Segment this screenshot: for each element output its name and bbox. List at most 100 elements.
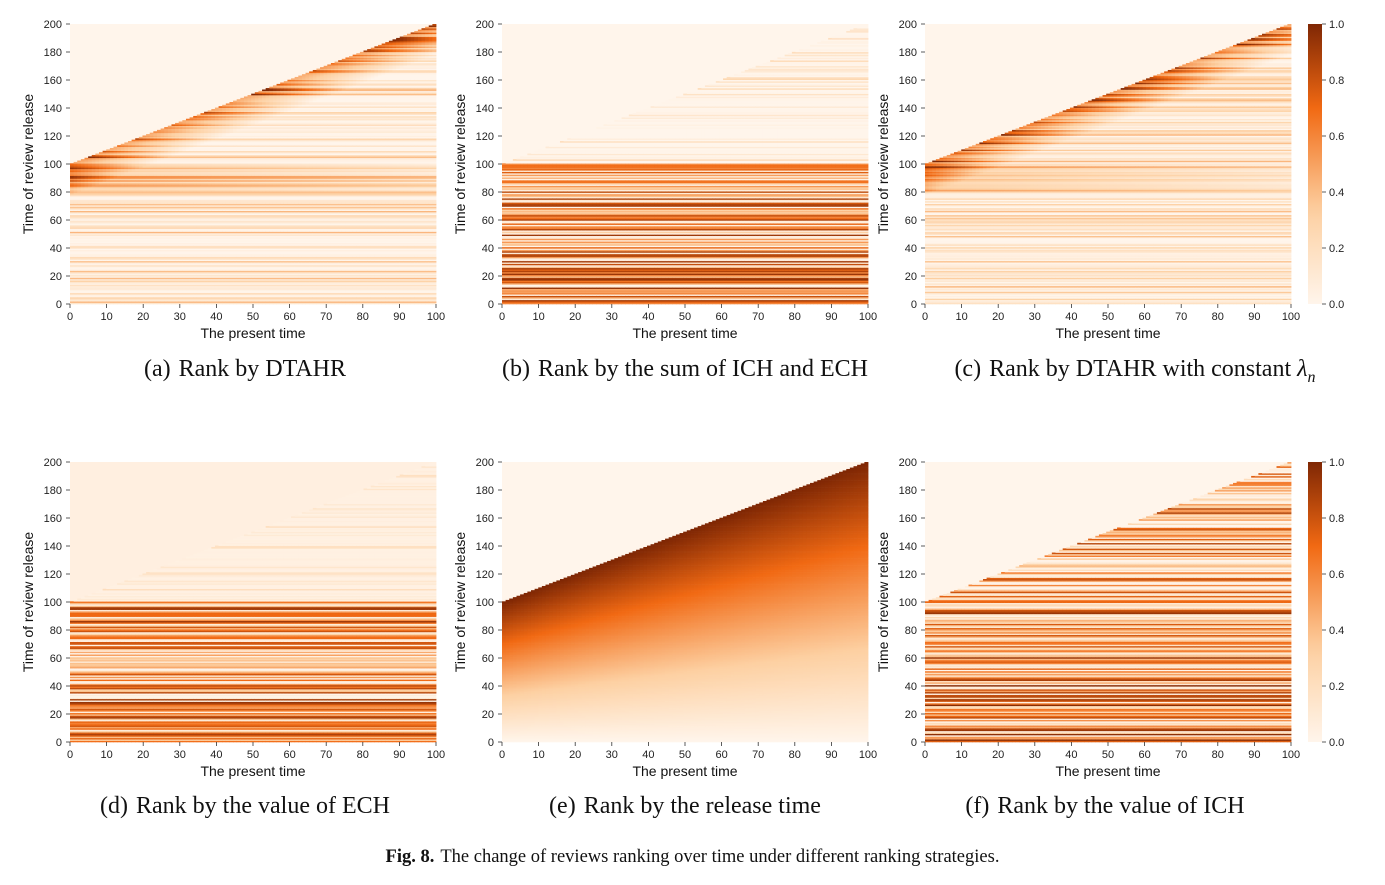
- heatmap-cell: [139, 172, 143, 175]
- heatmap-cell: [208, 254, 212, 257]
- heatmap-cell: [132, 140, 136, 142]
- heatmap-cell: [117, 254, 121, 257]
- heatmap-cell: [103, 251, 107, 254]
- heatmap-cell: [150, 172, 154, 175]
- heatmap-cell: [215, 120, 219, 123]
- heatmap-cell: [132, 172, 136, 175]
- heatmap-cell: [110, 148, 114, 150]
- heatmap-cell: [92, 254, 96, 257]
- heatmap-cell: [85, 251, 89, 254]
- heatmap-cell: [197, 172, 201, 175]
- heatmap-cell: [150, 251, 154, 254]
- heatmap-cell: [171, 124, 175, 126]
- heatmap-cell: [121, 254, 125, 257]
- heatmap-cell: [70, 254, 74, 257]
- heatmap-cell: [128, 172, 132, 175]
- heatmap-cell: [186, 172, 190, 175]
- heatmap-cell: [113, 147, 117, 149]
- heatmap-cell: [74, 162, 78, 164]
- heatmap-cell: [132, 254, 136, 257]
- heatmap-cell: [81, 159, 85, 161]
- heatmap-cell: [161, 128, 165, 130]
- heatmap-cell: [211, 251, 215, 254]
- heatmap-cell: [164, 251, 168, 254]
- heatmap-cell: [190, 120, 194, 123]
- heatmap-cell: [164, 254, 168, 257]
- heatmap-cell: [139, 254, 143, 257]
- heatmap-cell: [95, 254, 99, 257]
- heatmap-cell: [103, 254, 107, 257]
- heatmap-cell: [182, 251, 186, 254]
- heatmap-cell: [106, 251, 110, 254]
- heatmap-cell: [121, 251, 125, 254]
- heatmap-cell: [219, 106, 223, 108]
- heatmap-cell: [168, 251, 172, 254]
- heatmap-cell: [175, 172, 179, 175]
- heatmap-cell: [81, 251, 85, 254]
- heatmap-cell: [128, 251, 132, 254]
- heatmap-cell: [139, 137, 143, 139]
- heatmap-cell: [85, 158, 89, 160]
- heatmap-cell: [142, 135, 146, 137]
- heatmap-cell: [193, 172, 197, 175]
- heatmap-cell: [215, 172, 219, 175]
- heatmap-cell: [186, 254, 190, 257]
- heatmap-cell: [171, 251, 175, 254]
- heatmap-cell: [175, 254, 179, 257]
- heatmap-cell: [85, 254, 89, 257]
- heatmap-cell: [164, 127, 168, 129]
- heatmap-cell: [219, 251, 223, 254]
- heatmap-cell: [81, 254, 85, 257]
- heatmap-cell: [204, 112, 208, 114]
- heatmap-cell: [157, 172, 161, 175]
- heatmap-cell: [219, 172, 223, 175]
- heatmap-cell: [215, 251, 219, 254]
- heatmap-cell: [157, 251, 161, 254]
- heatmap-cell: [88, 156, 92, 158]
- heatmap-cell: [99, 152, 103, 154]
- heatmap-cell: [106, 254, 110, 257]
- heatmap-cell: [190, 117, 194, 119]
- heatmap-cell: [200, 172, 204, 175]
- heatmap-cell: [193, 251, 197, 254]
- heatmap-cell: [95, 154, 99, 156]
- heatmap-cell: [179, 254, 183, 257]
- heatmap-svg: 0 10 20 30 40 50 60 70 80 90 100020406080100120140…: [15, 10, 475, 370]
- heatmap-cell: [146, 254, 150, 257]
- heatmap-cell: [150, 254, 154, 257]
- heatmap-panel-a: 0 10 20 30 40 50 60 70 80 90 100 0 20 40 60 80 100 120 140…: [15, 10, 475, 370]
- heatmap-cell: [70, 251, 74, 254]
- heatmap-cell: [186, 120, 190, 123]
- heatmap-cell: [92, 155, 96, 157]
- heatmap-cell: [161, 254, 165, 257]
- heatmap-cell: [175, 251, 179, 254]
- heatmap-cell: [204, 254, 208, 257]
- heatmap-cell: [77, 254, 81, 257]
- heatmap-cell: [179, 251, 183, 254]
- heatmap-cell: [182, 172, 186, 175]
- heatmap-cell: [121, 144, 125, 146]
- heatmap-cell: [106, 149, 110, 151]
- heatmap-cell: [219, 254, 223, 257]
- heatmap-cell: [168, 172, 172, 175]
- heatmap-cell: [168, 126, 172, 128]
- heatmap-cell: [135, 254, 139, 257]
- heatmap-cell: [200, 251, 204, 254]
- heatmap-cell: [197, 120, 201, 123]
- heatmap-cell: [150, 133, 154, 135]
- heatmap-cell: [175, 123, 179, 125]
- heatmap-cell: [92, 251, 96, 254]
- heatmap-cell: [211, 109, 215, 111]
- heatmap-cell: [88, 254, 92, 257]
- heatmap-cell: [186, 251, 190, 254]
- heatmap-cell: [135, 251, 139, 254]
- heatmap-cell: [146, 172, 150, 175]
- heatmap-cell: [124, 254, 128, 257]
- heatmap-cell: [208, 110, 212, 112]
- heatmap-cell: [99, 254, 103, 257]
- heatmap-cell: [132, 251, 136, 254]
- heatmap-cell: [117, 251, 121, 254]
- heatmap-cell: [168, 254, 172, 257]
- heatmap-cell: [153, 251, 157, 254]
- heatmap-cell: [208, 251, 212, 254]
